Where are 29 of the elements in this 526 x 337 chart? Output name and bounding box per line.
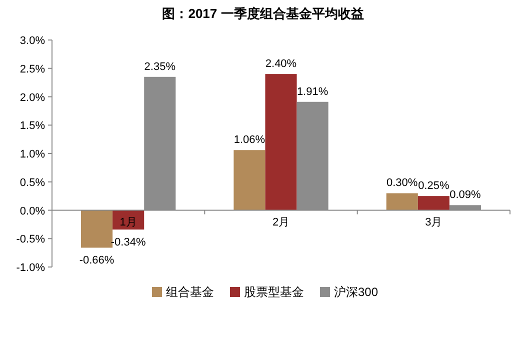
y-tick-label: -1.0% (16, 262, 46, 274)
bar (418, 196, 450, 210)
legend-label: 股票型基金 (244, 285, 304, 299)
data-label: 1.91% (296, 86, 328, 98)
y-tick-label: 2.5% (20, 63, 46, 76)
bar (81, 210, 113, 248)
chart-title: 图：2017 一季度组合基金平均收益 (162, 6, 364, 21)
data-label: 0.30% (386, 177, 418, 190)
legend-label: 沪深300 (334, 285, 378, 299)
bar (265, 74, 297, 210)
data-label: -0.66% (79, 254, 114, 267)
y-tick-label: 2.0% (20, 92, 46, 104)
y-tick-label: 0.0% (20, 205, 46, 218)
y-tick-label: 1.5% (20, 120, 46, 132)
data-label: 1.06% (234, 134, 266, 146)
y-tick-label: 3.0% (20, 35, 46, 47)
x-tick-label: 2月 (272, 216, 290, 228)
y-tick-label: -0.5% (16, 234, 46, 246)
data-label: 2.40% (265, 58, 297, 70)
data-label: 0.09% (450, 189, 482, 202)
y-tick-label: 0.5% (20, 176, 46, 189)
x-tick-label: 3月 (425, 216, 442, 228)
data-label: 2.35% (144, 60, 176, 73)
bar (386, 193, 418, 210)
legend-label: 组合基金 (166, 285, 214, 299)
data-label: 0.25% (418, 180, 450, 192)
bar (234, 150, 266, 210)
x-tick-label: 1月 (120, 216, 137, 228)
y-tick-label: 1.0% (20, 148, 46, 160)
